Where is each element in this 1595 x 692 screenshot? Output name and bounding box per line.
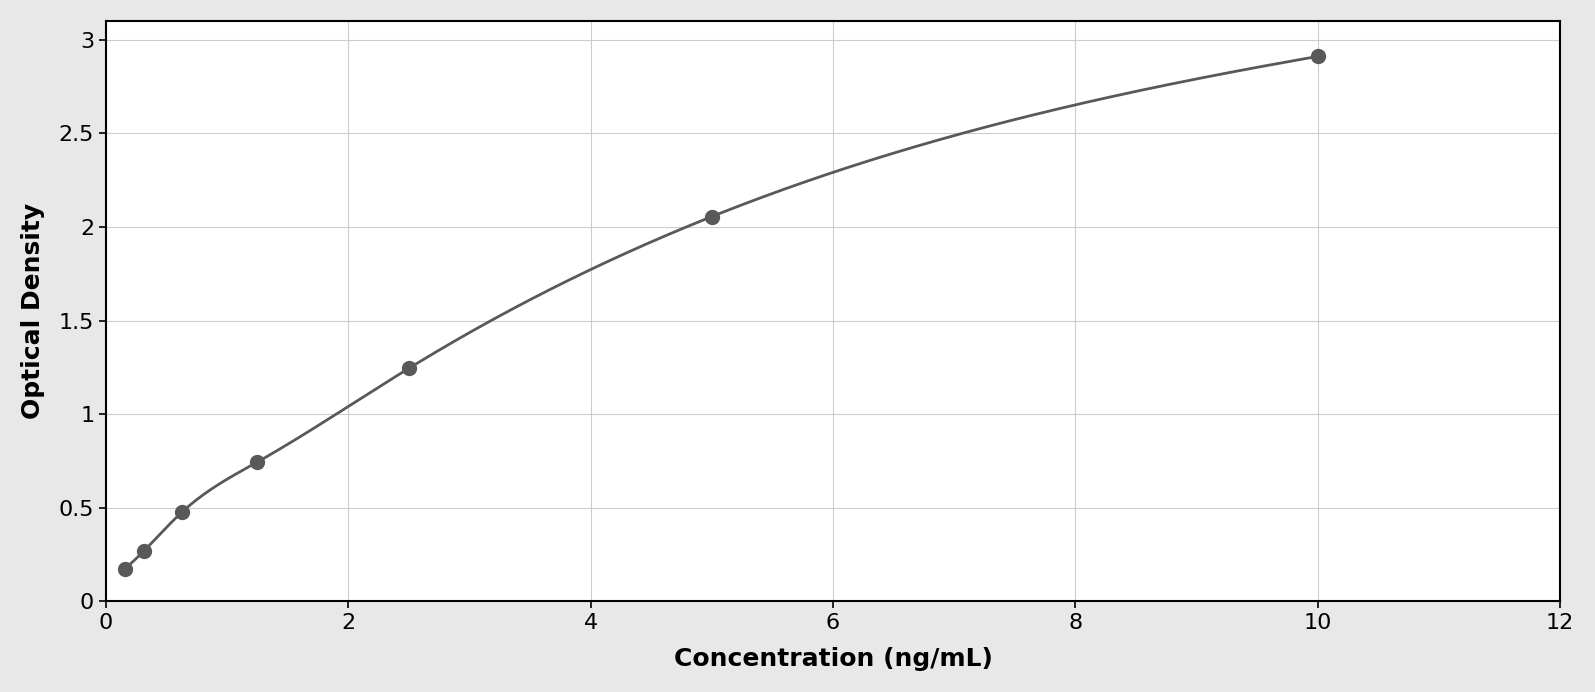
Point	[244, 457, 270, 468]
Point	[1305, 51, 1330, 62]
Point	[169, 507, 195, 518]
Y-axis label: Optical Density: Optical Density	[21, 203, 45, 419]
Point	[396, 363, 421, 374]
X-axis label: Concentration (ng/mL): Concentration (ng/mL)	[673, 647, 992, 671]
Point	[699, 211, 724, 222]
Point	[131, 545, 156, 556]
Point	[112, 563, 137, 574]
